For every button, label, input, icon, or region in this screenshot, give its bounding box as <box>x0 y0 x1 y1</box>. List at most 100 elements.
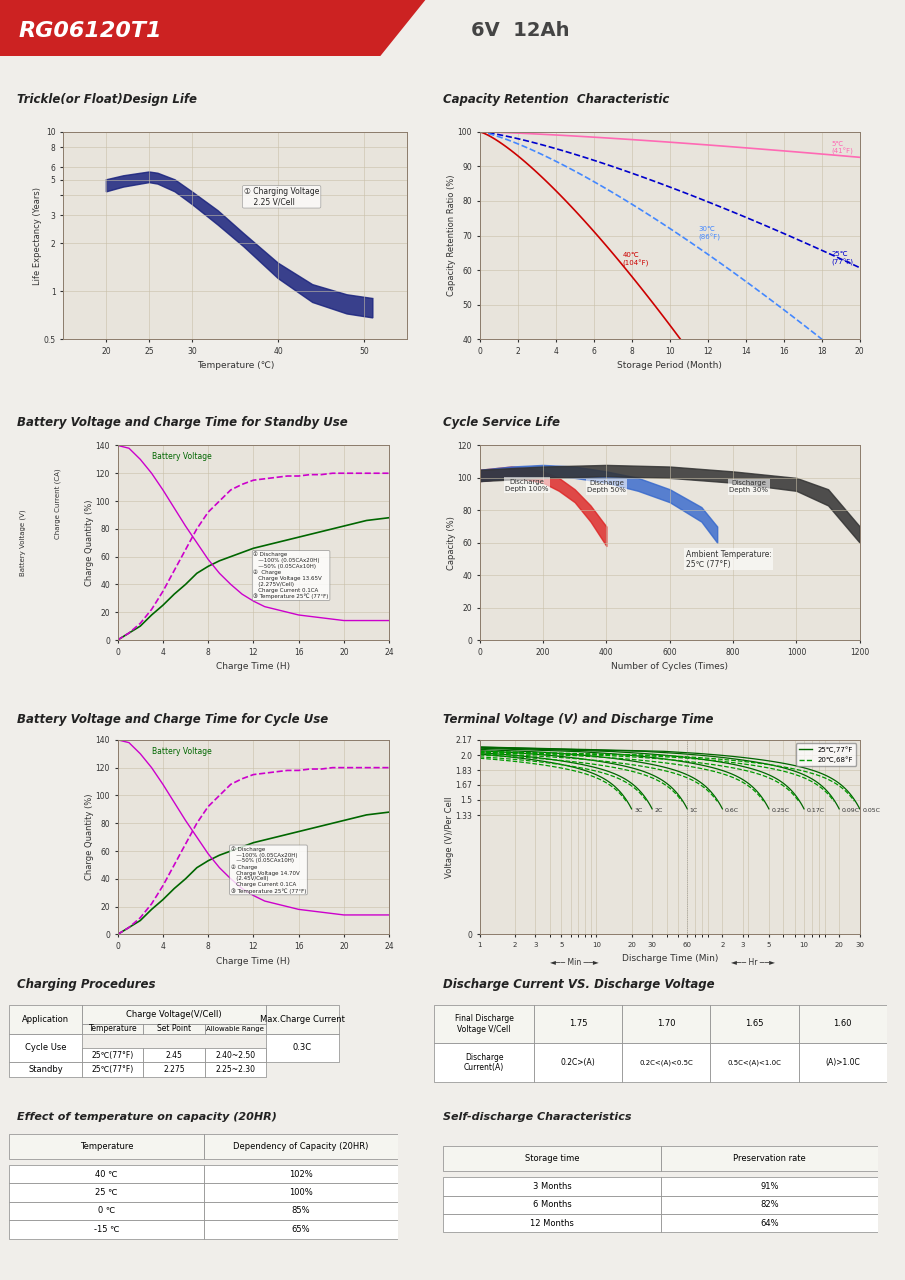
Battery Voltage <box>304 526 315 541</box>
Battery Voltage <box>259 538 270 553</box>
Text: Battery Voltage and Charge Time for Standby Use: Battery Voltage and Charge Time for Stan… <box>17 416 348 429</box>
Battery Voltage <box>316 524 327 539</box>
X-axis label: Number of Cycles (Times): Number of Cycles (Times) <box>611 662 729 671</box>
Battery Voltage <box>168 586 179 602</box>
Text: Charging Procedures: Charging Procedures <box>17 978 156 992</box>
Bar <box>205 1062 266 1076</box>
Y-axis label: Voltage (V)/Per Cell: Voltage (V)/Per Cell <box>444 796 453 878</box>
Text: Standby: Standby <box>28 1065 63 1074</box>
Text: 91%: 91% <box>760 1181 778 1190</box>
Bar <box>661 1213 878 1233</box>
Battery Voltage <box>384 509 395 525</box>
Text: 2C: 2C <box>654 809 663 814</box>
Text: 82%: 82% <box>760 1201 778 1210</box>
Battery Voltage <box>157 598 168 613</box>
Text: Cycle Service Life: Cycle Service Life <box>443 416 560 429</box>
Text: 1.60: 1.60 <box>834 1019 852 1029</box>
Text: Max.Charge Current: Max.Charge Current <box>260 1015 345 1024</box>
Text: ◄── Hr ──►: ◄── Hr ──► <box>731 957 776 966</box>
Text: 3 Months: 3 Months <box>533 1181 571 1190</box>
Bar <box>661 1196 878 1213</box>
Battery Voltage <box>282 532 293 548</box>
Y-axis label: Life Expectancy (Years): Life Expectancy (Years) <box>33 187 43 284</box>
Bar <box>9 1165 204 1183</box>
Text: 0.05C: 0.05C <box>862 809 881 814</box>
X-axis label: Discharge Time (Min): Discharge Time (Min) <box>622 954 718 963</box>
Bar <box>205 1048 266 1062</box>
Text: Battery Voltage: Battery Voltage <box>152 452 212 461</box>
Line: Battery Voltage: Battery Voltage <box>118 517 389 640</box>
Bar <box>82 1062 143 1076</box>
Bar <box>204 1183 398 1202</box>
Text: Temperature: Temperature <box>80 1142 133 1151</box>
Battery Voltage <box>373 512 384 527</box>
Text: Charge Current (CA): Charge Current (CA) <box>54 468 62 539</box>
Battery Voltage <box>349 516 360 531</box>
Text: Self-discharge Characteristics: Self-discharge Characteristics <box>443 1112 632 1123</box>
X-axis label: Charge Time (H): Charge Time (H) <box>216 956 291 965</box>
Text: Terminal Voltage (V) and Discharge Time: Terminal Voltage (V) and Discharge Time <box>443 713 714 726</box>
Text: Capacity Retention  Characteristic: Capacity Retention Characteristic <box>443 92 670 106</box>
Y-axis label: Capacity (%): Capacity (%) <box>447 516 456 570</box>
Text: 1C: 1C <box>690 809 698 814</box>
Battery Voltage <box>248 540 259 556</box>
Text: Dependency of Capacity (20HR): Dependency of Capacity (20HR) <box>233 1142 368 1151</box>
Battery Voltage <box>271 535 281 550</box>
X-axis label: Charge Time (H): Charge Time (H) <box>216 662 291 671</box>
Text: Discharge Current VS. Discharge Voltage: Discharge Current VS. Discharge Voltage <box>443 978 715 992</box>
Text: 25℃(77°F): 25℃(77°F) <box>91 1051 134 1060</box>
Text: Charge Voltage(V/Cell): Charge Voltage(V/Cell) <box>126 1010 222 1019</box>
Text: 0.2C<(A)<0.5C: 0.2C<(A)<0.5C <box>640 1059 693 1066</box>
Legend: 25℃,77°F, 20℃,68°F: 25℃,77°F, 20℃,68°F <box>795 744 856 765</box>
Text: 0.3C: 0.3C <box>292 1043 312 1052</box>
Battery Voltage <box>338 518 349 534</box>
Text: Set Point: Set Point <box>157 1024 191 1033</box>
Bar <box>9 1220 204 1239</box>
Bar <box>204 1165 398 1183</box>
Text: Final Discharge
Voltage V/Cell: Final Discharge Voltage V/Cell <box>454 1014 514 1034</box>
Y-axis label: Capacity Retention Ratio (%): Capacity Retention Ratio (%) <box>447 175 456 296</box>
Bar <box>443 1178 661 1196</box>
Bar <box>143 1048 205 1062</box>
Battery Voltage <box>225 549 236 564</box>
Battery Voltage <box>147 607 157 622</box>
Text: 0.2C>(A): 0.2C>(A) <box>561 1057 595 1068</box>
Bar <box>9 1005 82 1034</box>
Text: Battery Voltage (V): Battery Voltage (V) <box>19 509 26 576</box>
Text: 0.17C: 0.17C <box>806 809 824 814</box>
Text: 100%: 100% <box>289 1188 313 1197</box>
Text: ◄── Min ──►: ◄── Min ──► <box>550 957 599 966</box>
Text: 64%: 64% <box>760 1219 778 1228</box>
Polygon shape <box>0 0 425 56</box>
Bar <box>9 1134 204 1158</box>
Battery Voltage <box>123 626 135 641</box>
Bar <box>661 1147 878 1171</box>
Bar <box>534 1005 623 1043</box>
Text: Trickle(or Float)Design Life: Trickle(or Float)Design Life <box>17 92 197 106</box>
Battery Voltage <box>237 545 248 561</box>
Battery Voltage <box>180 577 191 593</box>
Bar <box>204 1220 398 1239</box>
Text: 0.09C: 0.09C <box>842 809 860 814</box>
Text: 5℃
(41°F): 5℃ (41°F) <box>831 141 853 155</box>
Bar <box>534 1043 623 1082</box>
Text: 0.5C<(A)<1.0C: 0.5C<(A)<1.0C <box>728 1059 782 1066</box>
Text: 85%: 85% <box>291 1206 310 1216</box>
Bar <box>661 1178 878 1196</box>
Bar <box>82 1048 143 1062</box>
Battery Voltage <box>135 618 146 634</box>
Text: 0 ℃: 0 ℃ <box>98 1206 115 1216</box>
Y-axis label: Charge Quantity (%): Charge Quantity (%) <box>85 794 94 881</box>
Text: 40 ℃: 40 ℃ <box>95 1170 118 1179</box>
Text: 2.40~2.50: 2.40~2.50 <box>215 1051 255 1060</box>
Bar <box>710 1005 798 1043</box>
Bar <box>443 1213 661 1233</box>
Text: ① Discharge
   —100% (0.05CAx20H)
   —50% (0.05CAx10H)
②  Charge
   Charge Volta: ① Discharge —100% (0.05CAx20H) —50% (0.0… <box>253 552 329 599</box>
Text: 1.75: 1.75 <box>569 1019 587 1029</box>
Battery Voltage <box>214 553 225 568</box>
Battery Voltage <box>293 530 304 545</box>
Text: 30℃
(86°F): 30℃ (86°F) <box>699 227 720 241</box>
Bar <box>266 1005 339 1034</box>
Text: Ambient Temperature:
25℃ (77°F): Ambient Temperature: 25℃ (77°F) <box>686 549 771 570</box>
Text: Storage time: Storage time <box>525 1155 579 1164</box>
